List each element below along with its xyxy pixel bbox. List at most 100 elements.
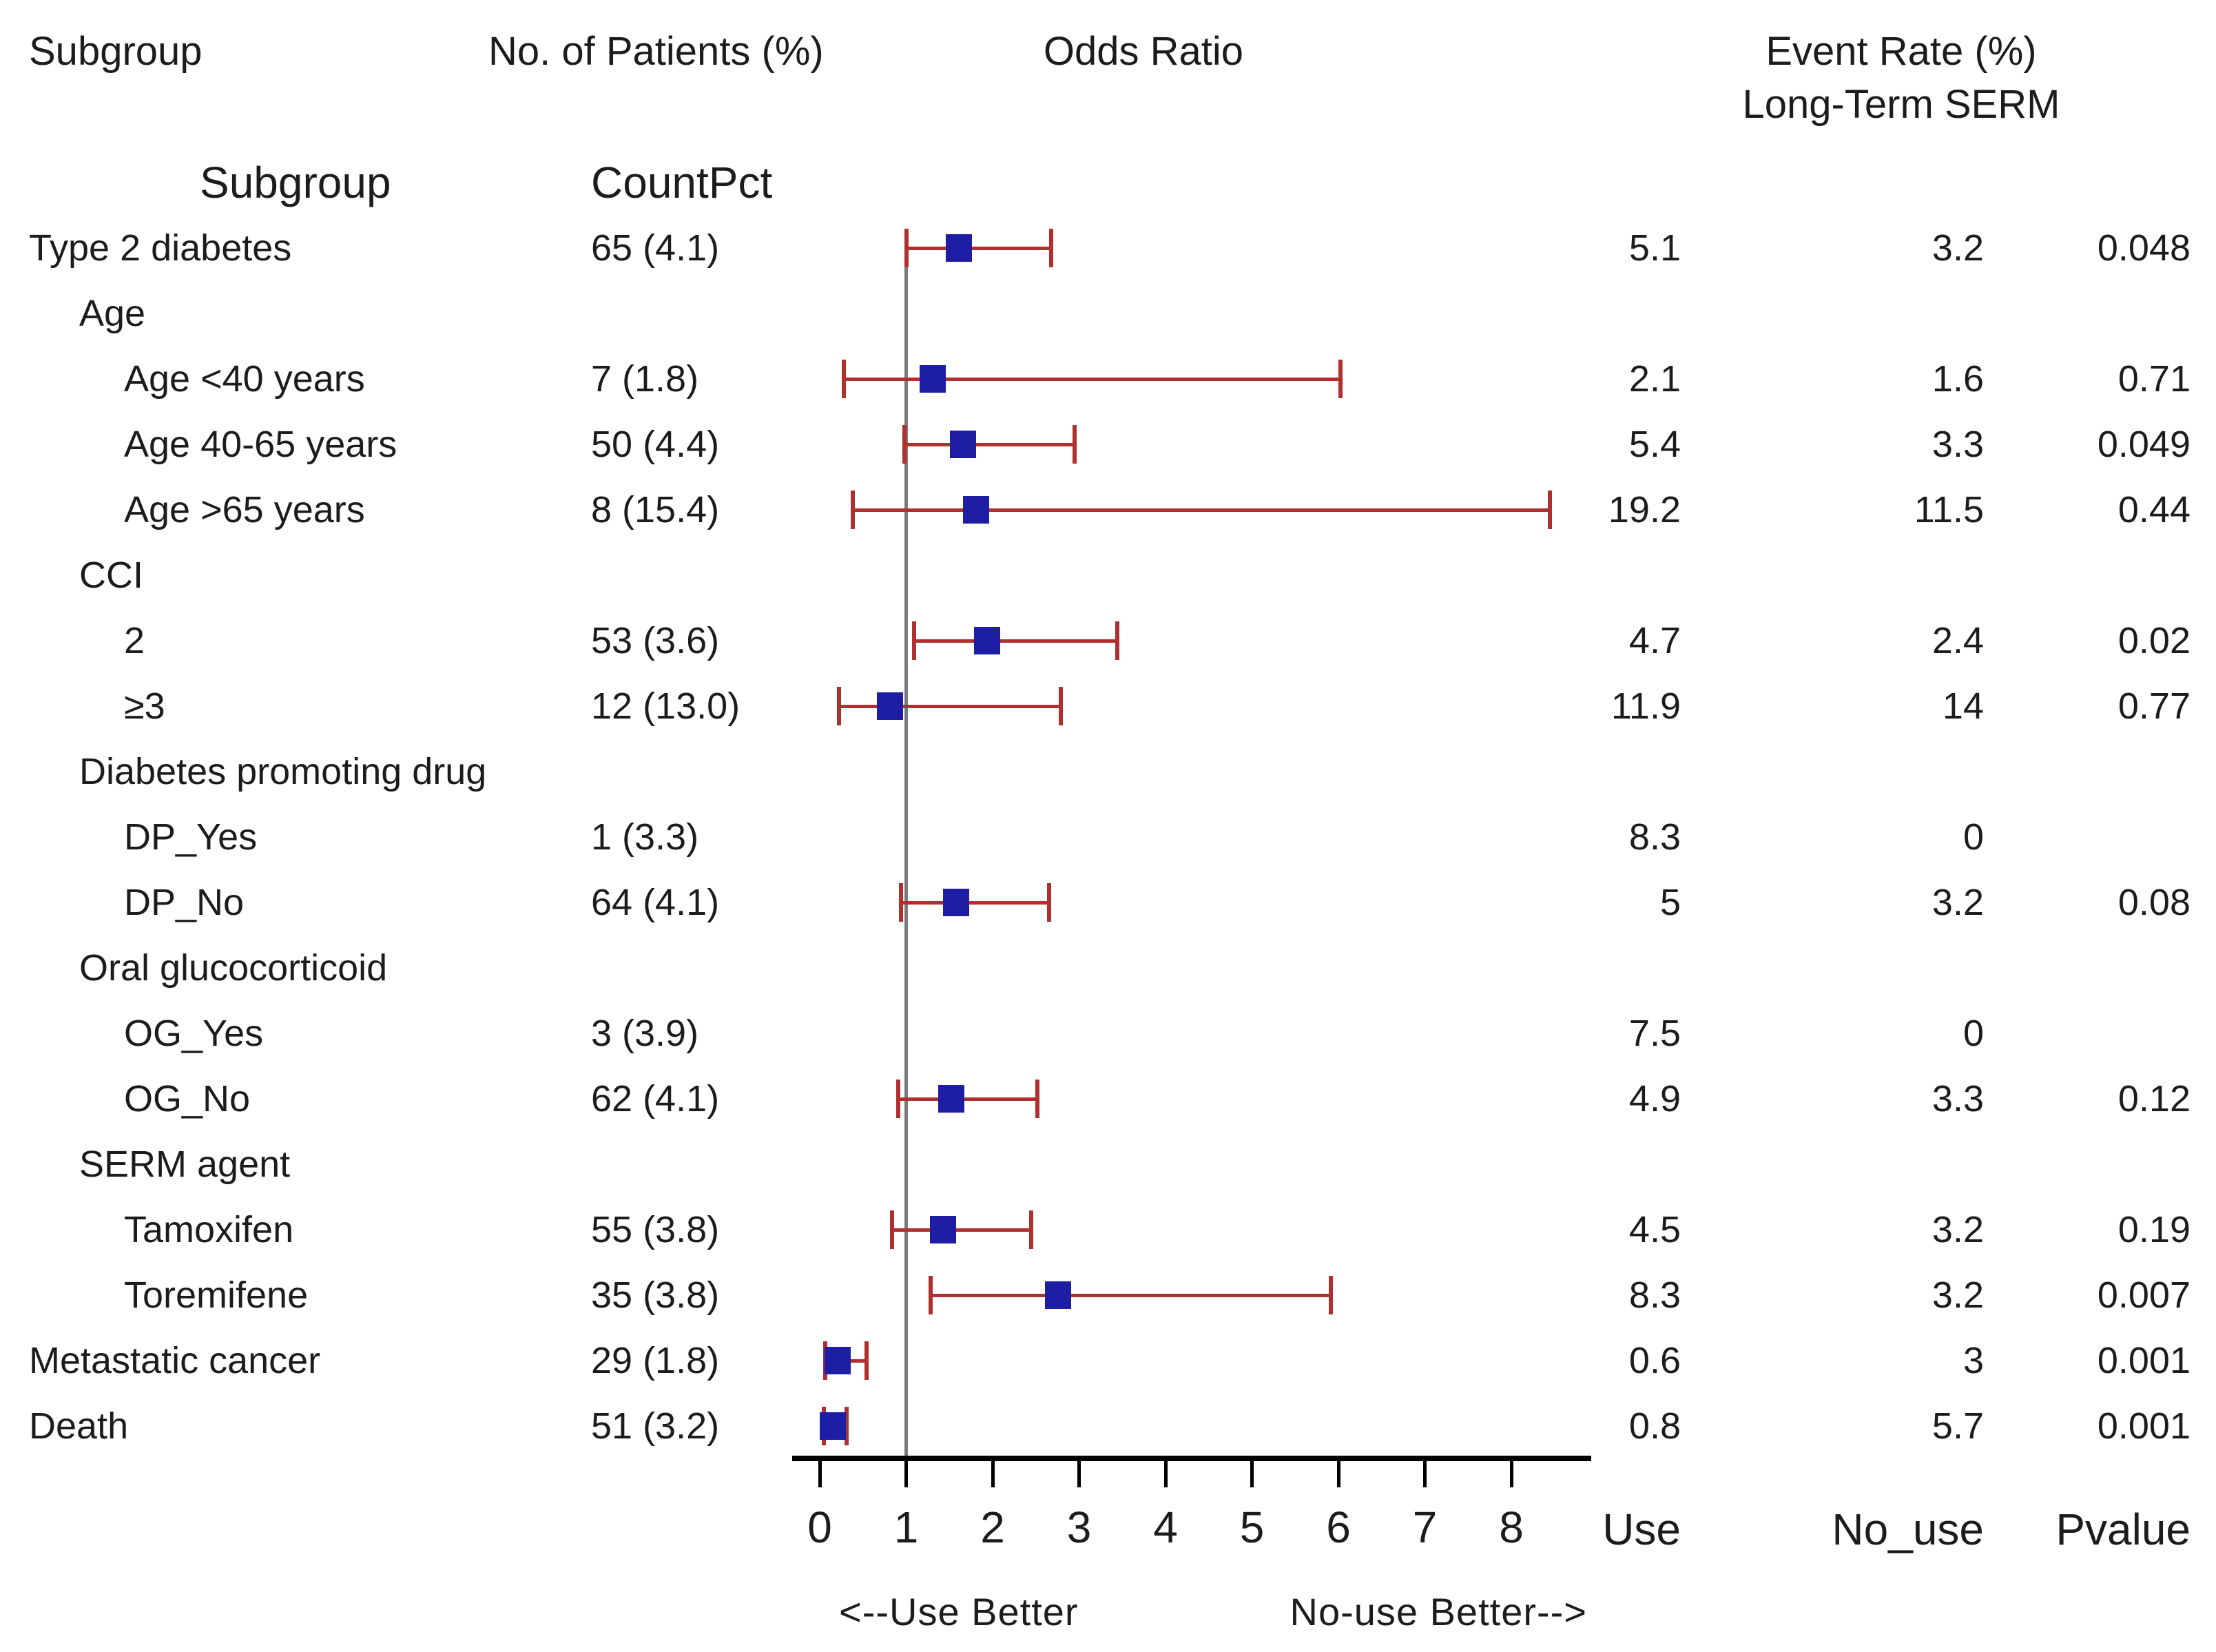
event-rate-use-value: 5.4	[1628, 424, 1681, 465]
direction-note: <--Use Better No-use Better-->	[839, 1589, 1587, 1635]
ci-line	[904, 442, 1075, 446]
row-label: Type 2 diabetes	[29, 227, 292, 269]
x-axis-tick	[1077, 1461, 1081, 1487]
ci-cap-right	[844, 1407, 849, 1445]
count-pct-value: 3 (3.9)	[591, 1013, 699, 1054]
or-marker	[876, 692, 903, 720]
ci-line	[844, 377, 1340, 381]
p-value: 0.001	[2097, 1405, 2191, 1447]
ci-cap-left	[896, 1080, 901, 1118]
header-long-term-serm: Long-Term SERM	[1742, 82, 2060, 127]
event-rate-no-use-value: 3.2	[1932, 227, 1984, 269]
x-axis-tick-label: 4	[1153, 1503, 1178, 1552]
x-axis-tick	[1423, 1461, 1427, 1487]
row-label: DP_No	[124, 882, 245, 923]
event-rate-no-use-value: 1.6	[1932, 358, 1984, 400]
ci-cap-right	[864, 1341, 869, 1380]
ci-cap-right	[1046, 883, 1051, 922]
x-axis-tick	[1250, 1461, 1254, 1487]
or-marker	[930, 1216, 957, 1243]
row-label: Death	[29, 1405, 129, 1447]
event-rate-use-value: 4.5	[1628, 1209, 1681, 1250]
row-label: Toremifene	[124, 1274, 309, 1316]
event-rate-use-value: 4.9	[1628, 1078, 1681, 1119]
count-pct-value: 53 (3.6)	[591, 620, 720, 661]
p-value: 0.048	[2097, 227, 2191, 269]
x-axis-tick-label: 0	[807, 1503, 832, 1552]
event-rate-no-use-value: 11.5	[1914, 489, 1984, 530]
bottom-header-no-use: No_use	[1832, 1505, 1984, 1554]
ci-line	[898, 1097, 1038, 1101]
p-value: 0.049	[2097, 424, 2191, 465]
ci-line	[906, 246, 1052, 250]
ci-cap-left	[890, 1210, 895, 1249]
ci-cap-left	[928, 1276, 933, 1314]
event-rate-no-use-value: 3.2	[1932, 882, 1984, 923]
event-rate-use-value: 8.3	[1628, 816, 1681, 858]
count-pct-value: 50 (4.4)	[591, 424, 720, 465]
header-odds-ratio: Odds Ratio	[1043, 29, 1244, 74]
x-axis-tick-label: 8	[1499, 1503, 1524, 1552]
ci-cap-left	[902, 425, 907, 464]
ci-line	[930, 1293, 1331, 1297]
row-label: OG_Yes	[124, 1013, 264, 1054]
event-rate-no-use-value: 3	[1963, 1340, 1984, 1381]
event-rate-use-value: 5.1	[1628, 227, 1681, 269]
event-rate-no-use-value: 5.7	[1932, 1405, 1984, 1447]
row-label: Oral glucocorticoid	[79, 947, 388, 989]
row-label: SERM agent	[79, 1144, 291, 1185]
count-pct-value: 51 (3.2)	[591, 1405, 720, 1447]
count-pct-value: 64 (4.1)	[591, 882, 720, 923]
ci-cap-left	[911, 621, 916, 660]
p-value: 0.007	[2097, 1274, 2191, 1316]
x-axis-tick	[818, 1461, 822, 1487]
or-marker	[938, 1085, 964, 1113]
event-rate-no-use-value: 3.2	[1932, 1274, 1984, 1316]
event-rate-use-value: 4.7	[1628, 620, 1681, 661]
x-axis-tick	[991, 1461, 995, 1487]
or-marker	[946, 234, 973, 262]
ci-line	[913, 639, 1117, 643]
ci-cap-right	[1073, 425, 1077, 464]
event-rate-no-use-value: 0	[1963, 1013, 1984, 1054]
p-value: 0.08	[2117, 882, 2191, 923]
event-rate-no-use-value: 14	[1942, 685, 1984, 727]
count-pct-value: 12 (13.0)	[591, 685, 741, 727]
or-marker	[819, 1412, 846, 1440]
table-header-subgroup: Subgroup	[200, 158, 391, 207]
p-value: 0.71	[2117, 358, 2191, 400]
or-marker	[950, 431, 977, 458]
event-rate-use-value: 11.9	[1611, 685, 1681, 727]
row-label: Age >65 years	[124, 489, 365, 530]
bottom-header-use: Use	[1602, 1505, 1681, 1554]
row-label: CCI	[79, 555, 143, 596]
ci-cap-right	[1115, 621, 1119, 660]
ci-cap-right	[1059, 687, 1064, 725]
x-axis-tick-label: 6	[1326, 1503, 1351, 1552]
event-rate-use-value: 19.2	[1608, 489, 1681, 530]
header-no-of-patients: No. of Patients (%)	[488, 29, 824, 74]
ci-cap-right	[1029, 1210, 1034, 1249]
ci-line	[892, 1228, 1032, 1232]
ci-cap-right	[1049, 229, 1054, 267]
count-pct-value: 7 (1.8)	[591, 358, 699, 400]
count-pct-value: 35 (3.8)	[591, 1274, 720, 1316]
event-rate-no-use-value: 0	[1963, 816, 1984, 858]
row-label: Age <40 years	[124, 358, 365, 400]
or-marker	[1045, 1281, 1072, 1309]
header-event-rate: Event Rate (%)	[1765, 29, 2037, 74]
p-value: 0.12	[2117, 1078, 2191, 1119]
p-value: 0.77	[2117, 685, 2191, 727]
ci-cap-left	[904, 229, 909, 267]
p-value: 0.001	[2097, 1340, 2191, 1381]
ci-cap-left	[898, 883, 903, 922]
row-label: Tamoxifen	[124, 1209, 294, 1250]
direction-note-no-use-better: No-use Better-->	[1290, 1590, 1587, 1633]
x-axis-tick	[1163, 1461, 1168, 1487]
x-axis-tick-label: 2	[980, 1503, 1005, 1552]
header-subgroup: Subgroup	[29, 29, 203, 74]
x-axis-tick-label: 1	[893, 1503, 919, 1552]
or-marker	[963, 496, 990, 524]
or-marker	[825, 1347, 851, 1374]
